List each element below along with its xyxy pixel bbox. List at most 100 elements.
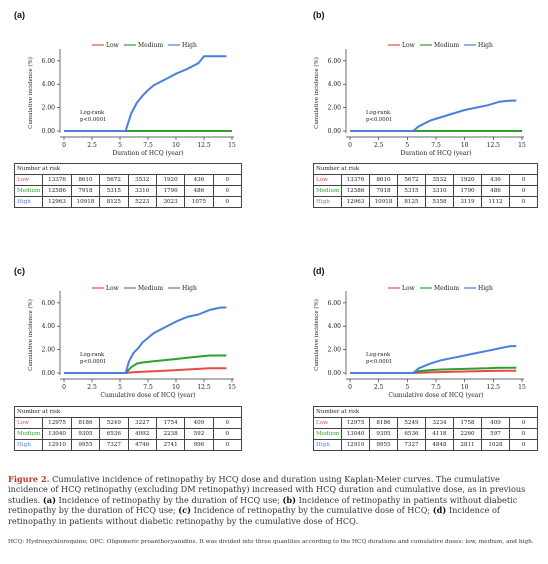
series-line-high bbox=[64, 306, 227, 374]
x-axis-label: Cumulative dose of HCQ (year) bbox=[388, 392, 483, 399]
legend-label-low: Low bbox=[402, 285, 416, 292]
y-tick-label: 2.00 bbox=[328, 105, 342, 112]
risk-cell: 7327 bbox=[397, 439, 426, 451]
panel-label: (b) bbox=[313, 10, 325, 20]
legend-label-low: Low bbox=[106, 42, 120, 49]
risk-cell: 1075 bbox=[184, 196, 214, 208]
caption-a-label: (a) bbox=[42, 494, 56, 505]
x-axis-label: Cumulative dose of HCQ (year) bbox=[100, 392, 195, 399]
risk-cell: 0 bbox=[509, 196, 538, 208]
legend-label-medium: Medium bbox=[138, 42, 163, 49]
series-line-high bbox=[350, 99, 517, 132]
risk-cell: 409 bbox=[481, 417, 510, 429]
risk-row-label: Low bbox=[313, 417, 342, 429]
x-tick-label: 0 bbox=[348, 384, 352, 391]
x-tick-label: 10 bbox=[461, 142, 469, 149]
x-tick-label: 2.5 bbox=[374, 142, 384, 149]
legend-label-high: High bbox=[478, 42, 493, 49]
x-tick-label: 5 bbox=[405, 142, 409, 149]
y-tick-label: 0.00 bbox=[328, 370, 342, 377]
logrank-annotation: Log-rank bbox=[366, 352, 391, 358]
caption-a-text: Incidence of retinopathy by the duration… bbox=[55, 494, 283, 505]
x-tick-label: 12.5 bbox=[487, 384, 501, 391]
risk-row-label: Medium bbox=[313, 428, 342, 440]
legend-label-high: High bbox=[478, 285, 493, 292]
risk-row-medium: Medium 12586 7918 5315 3310 1790 486 0 bbox=[313, 185, 538, 197]
x-tick-label: 7.5 bbox=[431, 384, 441, 391]
risk-cell: 0 bbox=[212, 439, 243, 451]
x-tick-label: 7.5 bbox=[143, 142, 153, 149]
risk-cell: 8125 bbox=[99, 196, 129, 208]
risk-row-high: High 12910 9955 7327 4746 2741 996 0 bbox=[13, 439, 243, 451]
x-axis-label: Duration of HCQ (year) bbox=[400, 150, 471, 157]
figure-caption: Figure 2. Cumulative incidence of retino… bbox=[8, 474, 540, 526]
risk-cell: 5223 bbox=[127, 196, 157, 208]
series-line-low bbox=[64, 367, 227, 374]
footnote: HCQ: Hydroxychloroquine; OPC: Oligomeric… bbox=[8, 539, 534, 545]
risk-row-medium: Medium 13040 9305 6536 4118 2260 597 0 bbox=[313, 428, 538, 440]
y-tick-label: 0.00 bbox=[42, 128, 56, 135]
y-tick-label: 2.00 bbox=[328, 347, 342, 354]
x-tick-label: 10 bbox=[172, 384, 180, 391]
risk-row-low: Low 13376 8610 5672 3532 1920 436 0 bbox=[13, 174, 243, 186]
legend-label-high: High bbox=[182, 285, 197, 292]
risk-row-label: High bbox=[313, 439, 342, 451]
logrank-annotation: Log-rank bbox=[80, 110, 105, 116]
x-tick-label: 15 bbox=[228, 384, 236, 391]
y-axis-label: Cumulative incidence (%) bbox=[27, 57, 34, 129]
risk-table-b: Number at risk Low 13376 8610 5672 3532 1920 43… bbox=[313, 163, 538, 208]
risk-table-c: Number at risk Low 12975 8186 5249 3227 1754 40… bbox=[13, 406, 243, 451]
risk-cell: 996 bbox=[184, 439, 214, 451]
x-tick-label: 2.5 bbox=[374, 384, 384, 391]
risk-cell: 0 bbox=[212, 196, 243, 208]
risk-cell: 597 bbox=[481, 428, 510, 440]
risk-cell: 4746 bbox=[127, 439, 157, 451]
legend-label-medium: Medium bbox=[434, 42, 459, 49]
risk-row-high: High 12910 9955 7327 4848 2811 1028 0 bbox=[313, 439, 538, 451]
risk-cell: 2741 bbox=[155, 439, 186, 451]
panel-label: (a) bbox=[14, 10, 25, 20]
y-tick-label: 6.00 bbox=[42, 58, 56, 65]
x-tick-label: 12.5 bbox=[487, 142, 501, 149]
logrank-annotation: p<0.0001 bbox=[80, 117, 106, 123]
risk-cell: 4848 bbox=[425, 439, 454, 451]
y-tick-label: 6.00 bbox=[42, 300, 56, 307]
figure-label: Figure 2. bbox=[8, 474, 50, 484]
y-tick-label: 0.00 bbox=[328, 128, 342, 135]
series-line-medium bbox=[64, 354, 227, 374]
risk-cell: 1028 bbox=[481, 439, 510, 451]
x-tick-label: 12.5 bbox=[197, 142, 211, 149]
y-tick-label: 6.00 bbox=[328, 58, 342, 65]
risk-row-high: High 12963 10918 8125 5358 3119 1112 0 bbox=[313, 196, 538, 208]
risk-cell: 5249 bbox=[397, 417, 426, 429]
risk-cell: 0 bbox=[509, 428, 538, 440]
risk-table-header: Number at risk bbox=[313, 406, 538, 418]
risk-cell: 6536 bbox=[397, 428, 426, 440]
legend-label-medium: Medium bbox=[434, 285, 459, 292]
logrank-annotation: Log-rank bbox=[366, 110, 391, 116]
logrank-annotation: p<0.0001 bbox=[80, 359, 106, 365]
y-tick-label: 4.00 bbox=[42, 81, 56, 88]
risk-row-high: High 12963 10918 8125 5223 3023 1075 0 bbox=[13, 196, 243, 208]
x-tick-label: 2.5 bbox=[87, 384, 97, 391]
y-tick-label: 4.00 bbox=[42, 323, 56, 330]
risk-cell: 2260 bbox=[453, 428, 482, 440]
caption-d-label: (d) bbox=[432, 505, 447, 516]
logrank-annotation: p<0.0001 bbox=[366, 359, 392, 365]
risk-cell: 12963 bbox=[42, 196, 72, 208]
risk-cell: 10918 bbox=[70, 196, 101, 208]
panel-label: (d) bbox=[313, 266, 325, 276]
x-tick-label: 15 bbox=[518, 142, 526, 149]
caption-c-text: Incidence of retinopathy by the cumulati… bbox=[191, 505, 433, 516]
logrank-annotation: p<0.0001 bbox=[366, 117, 392, 123]
x-tick-label: 5 bbox=[118, 142, 122, 149]
x-tick-label: 15 bbox=[228, 142, 236, 149]
y-axis-label: Cumulative incidence (%) bbox=[313, 299, 320, 371]
x-axis-label: Duration of HCQ (year) bbox=[112, 150, 183, 157]
risk-cell: 0 bbox=[509, 439, 538, 451]
y-tick-label: 0.00 bbox=[42, 370, 56, 377]
y-tick-label: 2.00 bbox=[42, 347, 56, 354]
